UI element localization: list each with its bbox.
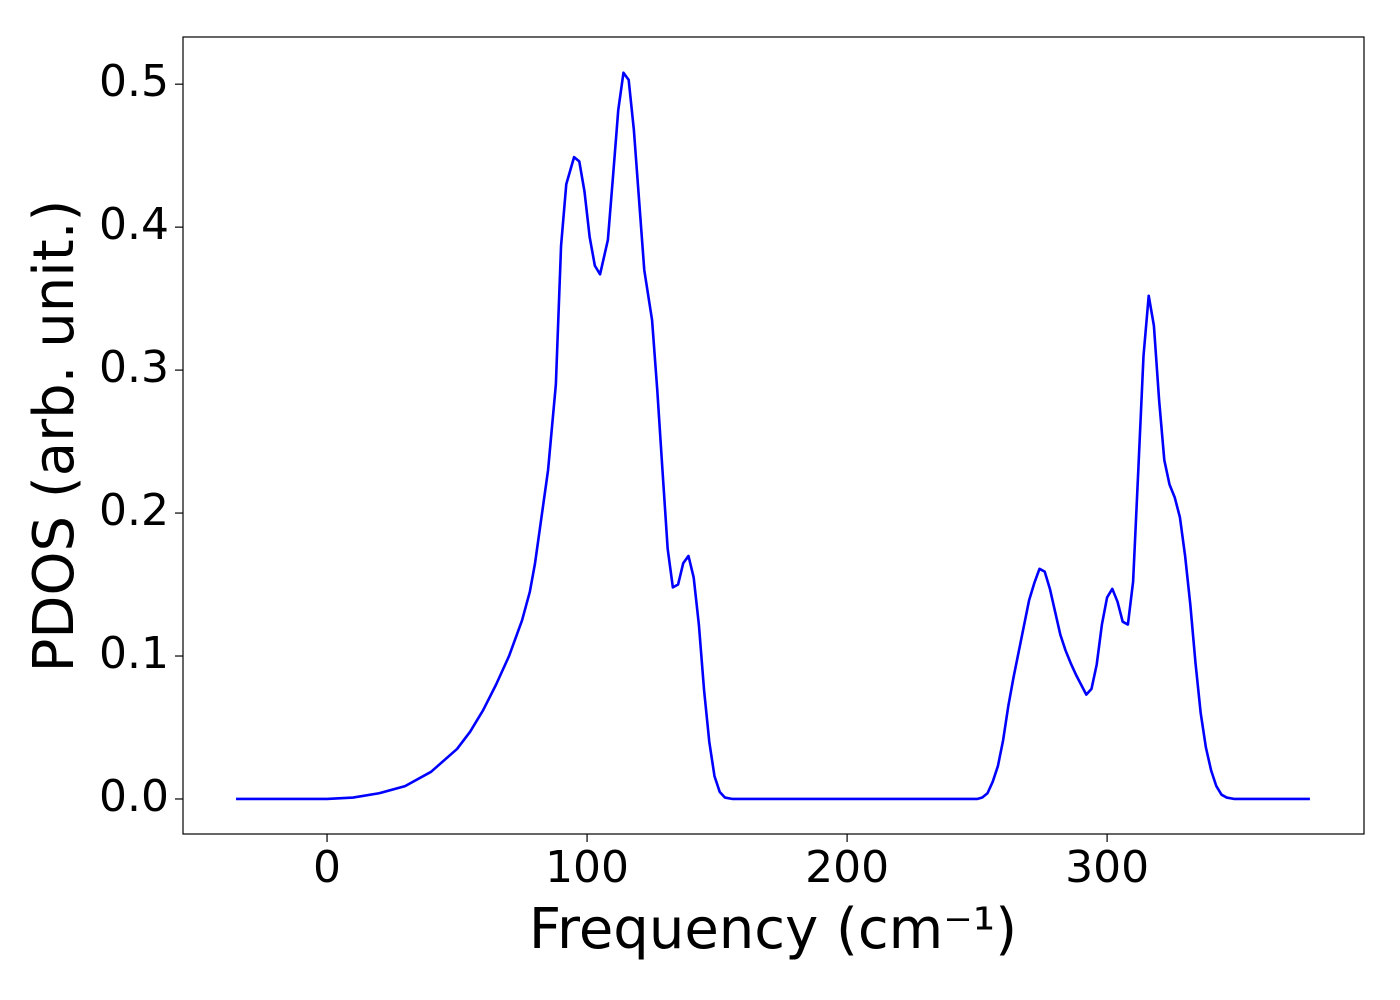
y-tick-label: 0.1 <box>99 628 169 679</box>
x-tick-label: 300 <box>1065 842 1149 893</box>
y-tick-label: 0.3 <box>99 342 169 393</box>
axes-frame <box>182 36 1365 835</box>
x-tick-label: 200 <box>805 842 889 893</box>
x-tick-label: 0 <box>313 842 341 893</box>
x-tick-label: 100 <box>545 842 629 893</box>
y-axis-label: PDOS (arb. unit.) <box>22 200 87 673</box>
x-axis-label: Frequency (cm⁻¹) <box>529 897 1017 962</box>
y-tick-label: 0.5 <box>99 56 169 107</box>
y-tick-label: 0.0 <box>99 771 169 822</box>
y-tick-label: 0.4 <box>99 199 169 250</box>
data-line <box>236 71 1310 801</box>
y-tick-label: 0.2 <box>99 485 169 536</box>
